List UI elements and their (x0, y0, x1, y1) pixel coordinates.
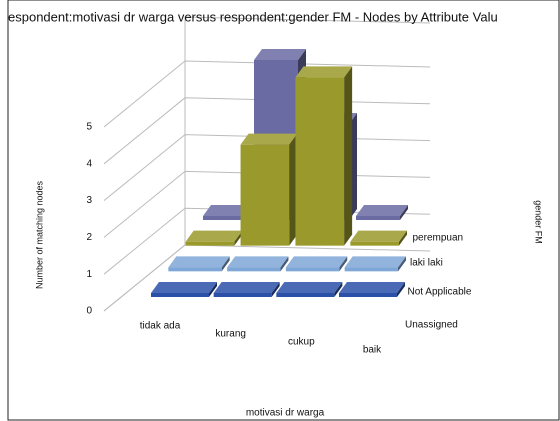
bar-side (221, 256, 230, 272)
bar-front (240, 144, 290, 246)
bar-side (399, 230, 407, 246)
bar-top (295, 66, 353, 78)
x-tick-label: cukup (288, 337, 315, 348)
bar-top (254, 49, 306, 60)
y-tick-label: 3 (86, 195, 92, 206)
bar-side (397, 282, 405, 297)
bar (240, 133, 298, 246)
y-tick-label: 2 (86, 232, 92, 243)
bar-side (209, 282, 217, 297)
bar (285, 256, 348, 272)
bar (356, 205, 408, 220)
bar-top (168, 256, 230, 268)
bar-top (285, 256, 348, 268)
bar-front (213, 293, 272, 297)
bar-top (240, 133, 298, 145)
bar-side (234, 230, 243, 246)
series-label: Unassigned (405, 320, 458, 331)
y-tick-label: 5 (86, 122, 92, 133)
bar (151, 282, 217, 297)
bar-side (339, 256, 348, 272)
bar-front (203, 216, 247, 220)
bar-side (344, 66, 353, 246)
bar-front (339, 293, 397, 297)
x-axis-label: motivasi dr warga (246, 408, 325, 419)
bar-front (168, 267, 222, 272)
bar-front (185, 241, 235, 246)
bar-side (400, 205, 408, 220)
bar-side (398, 256, 406, 272)
bar-top (213, 282, 280, 293)
chart-title: espondent:motivasi dr warga versus respo… (8, 9, 498, 24)
bar-side (289, 133, 298, 246)
bar-side (271, 282, 280, 297)
x-tick-label: baik (363, 345, 382, 356)
bar-front (295, 77, 345, 246)
bar-top (350, 230, 407, 242)
bar (168, 256, 230, 272)
y-axis-label: Number of matching nodes (34, 180, 44, 289)
bar-front (344, 267, 398, 272)
bar (213, 282, 280, 297)
bars (151, 49, 408, 297)
y-tick-label: 0 (86, 306, 92, 317)
bar (295, 66, 353, 246)
bar-side (280, 256, 289, 272)
bar-front (276, 293, 335, 297)
bar-front (227, 267, 281, 272)
bar-top (151, 282, 217, 293)
series-label: Not Applicable (408, 287, 472, 298)
bar-front (350, 241, 399, 246)
y-tick-label: 1 (86, 269, 92, 280)
bar-top (356, 205, 408, 216)
bar-top (227, 256, 289, 268)
x-tick-label: kurang (215, 329, 246, 340)
bar-front (151, 293, 209, 297)
bar-top (339, 282, 405, 293)
series-label: perempuan (413, 233, 464, 244)
bar-top (185, 230, 243, 242)
bar (350, 230, 407, 246)
bar (185, 230, 243, 246)
x-tick-label: tidak ada (140, 321, 181, 332)
bar-top (344, 256, 406, 268)
bar-front (285, 267, 340, 272)
y-tick-label: 4 (86, 158, 92, 169)
bar-top (276, 282, 343, 293)
bar (339, 282, 405, 297)
series-label: laki laki (410, 258, 443, 269)
bar-side (334, 282, 343, 297)
bar (276, 282, 343, 297)
bar-front (356, 216, 400, 220)
bar (344, 256, 406, 272)
z-axis-label: gender FM (534, 200, 544, 244)
axis-wall (103, 16, 431, 312)
bar (227, 256, 289, 272)
